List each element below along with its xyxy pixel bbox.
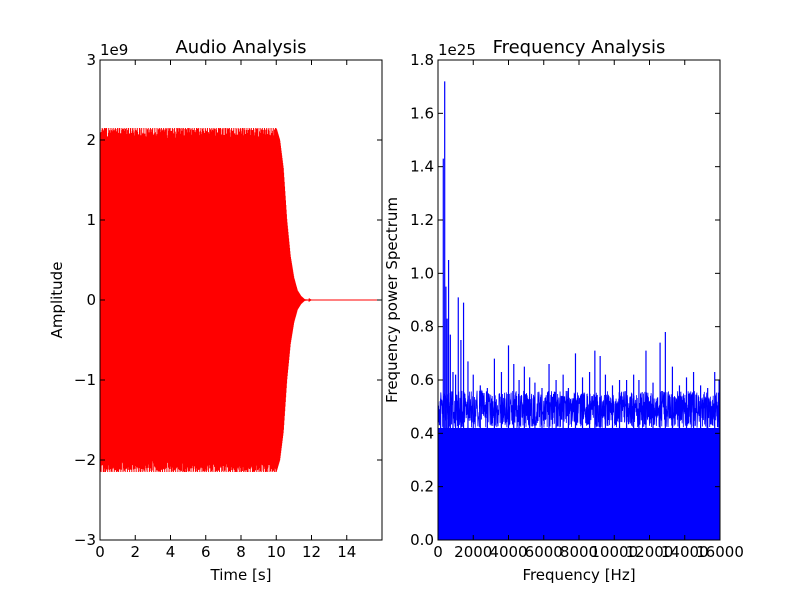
y-tick-label: 0: [86, 291, 96, 309]
x-tick-label: 10000: [590, 543, 638, 561]
x-tick-label: 8: [236, 543, 246, 561]
audio-waveform-line: [99, 127, 382, 473]
x-tick-label: 0: [433, 543, 443, 561]
y-tick-label: 1.6: [410, 104, 434, 122]
x-tick-label: 12000: [626, 543, 674, 561]
x-tick-label: 14000: [661, 543, 709, 561]
frequency-y-offset-label: 1e25: [438, 41, 476, 59]
y-tick-label: −1: [74, 371, 96, 389]
y-tick-label: 1: [86, 211, 96, 229]
y-tick-label: 0.2: [410, 478, 434, 496]
frequency-x-axis-label: Frequency [Hz]: [522, 566, 635, 584]
frequency-chart-title: Frequency Analysis: [493, 37, 666, 58]
frequency-y-axis-label: Frequency power Spectrum: [383, 197, 401, 403]
x-tick-label: 4000: [489, 543, 527, 561]
x-tick-label: 4: [166, 543, 176, 561]
y-tick-label: 1.0: [410, 264, 434, 282]
y-tick-label: −2: [74, 451, 96, 469]
audio-x-axis-label: Time [s]: [210, 566, 272, 584]
x-tick-label: 12: [302, 543, 321, 561]
x-tick-label: 2000: [454, 543, 492, 561]
x-tick-label: 0: [95, 543, 105, 561]
audio-y-offset-label: 1e9: [100, 41, 128, 59]
y-tick-label: 1.4: [410, 158, 434, 176]
y-tick-label: 0.6: [410, 371, 434, 389]
x-tick-label: 2: [130, 543, 140, 561]
y-tick-label: −3: [74, 531, 96, 549]
audio-chart-title: Audio Analysis: [175, 37, 306, 58]
x-tick-label: 16000: [696, 543, 744, 561]
x-tick-label: 10: [267, 543, 286, 561]
y-tick-label: 1.2: [410, 211, 434, 229]
y-tick-label: 2: [86, 131, 96, 149]
x-tick-label: 8000: [560, 543, 598, 561]
y-tick-label: 3: [86, 51, 96, 69]
x-tick-label: 6: [201, 543, 211, 561]
frequency-plot-area: [437, 81, 721, 540]
audio-y-axis-label: Amplitude: [48, 262, 66, 339]
x-tick-label: 14: [337, 543, 356, 561]
y-tick-label: 0.8: [410, 318, 434, 336]
y-tick-label: 0.4: [410, 424, 434, 442]
audio-plot-area: [99, 127, 382, 473]
x-tick-label: 6000: [525, 543, 563, 561]
y-tick-label: 1.8: [410, 51, 434, 69]
y-tick-label: 0.0: [410, 531, 434, 549]
